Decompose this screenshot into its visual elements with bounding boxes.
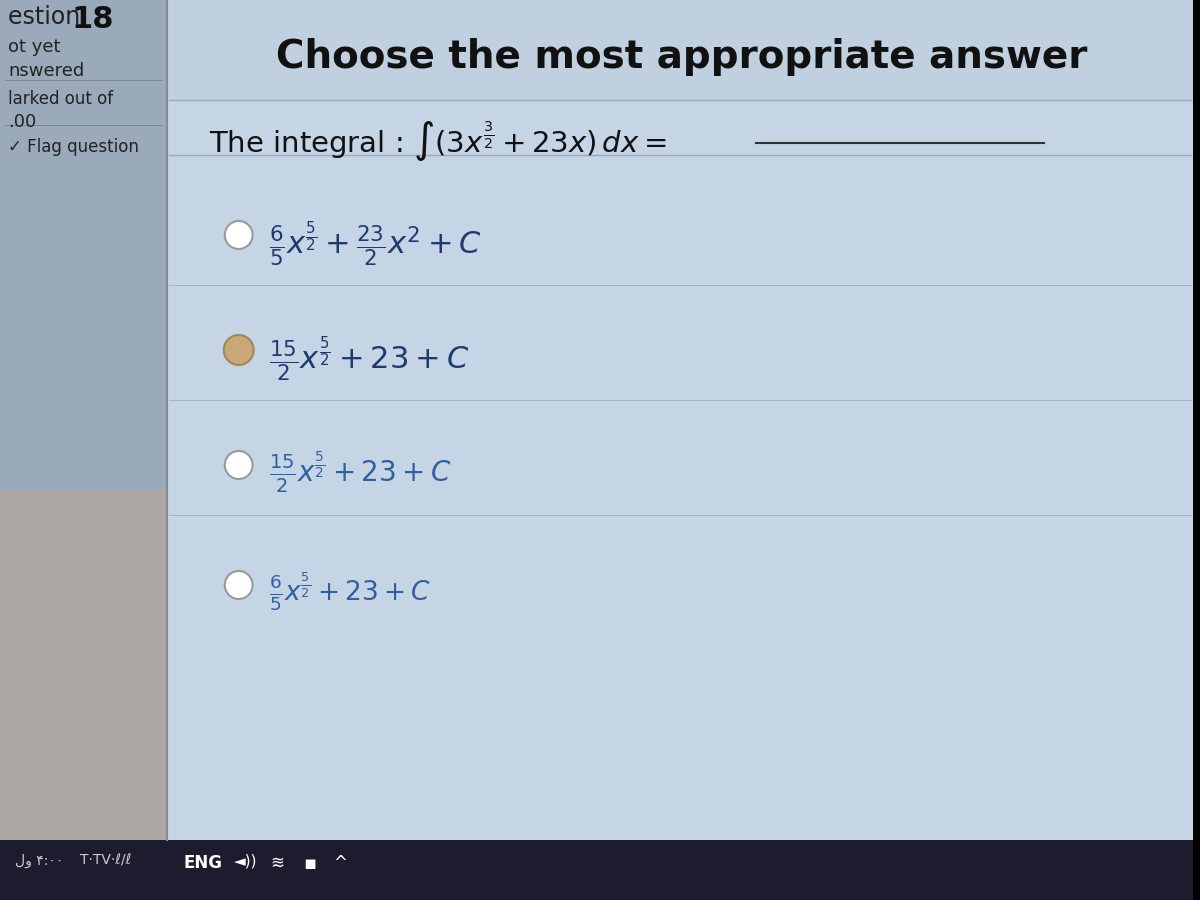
Text: 18: 18	[72, 5, 114, 34]
Text: The integral : $\int(3x^{\frac{3}{2}} + 23x)\,dx = $: The integral : $\int(3x^{\frac{3}{2}} + …	[209, 118, 666, 163]
Circle shape	[224, 451, 253, 479]
Text: larked out of: larked out of	[8, 90, 113, 108]
Text: .00: .00	[8, 113, 36, 131]
Text: ot yet: ot yet	[8, 38, 60, 56]
FancyBboxPatch shape	[0, 840, 1194, 900]
Text: $\frac{6}{5}x^{\frac{5}{2}} + 23 + C$: $\frac{6}{5}x^{\frac{5}{2}} + 23 + C$	[269, 570, 431, 613]
Text: ≋: ≋	[270, 854, 284, 872]
FancyBboxPatch shape	[167, 0, 1194, 840]
FancyBboxPatch shape	[0, 0, 167, 840]
Text: ✓ Flag question: ✓ Flag question	[8, 138, 139, 156]
FancyBboxPatch shape	[167, 0, 1194, 100]
Text: nswered: nswered	[8, 62, 84, 80]
FancyBboxPatch shape	[0, 0, 1194, 840]
Text: T·TV·ℓ/ℓ: T·TV·ℓ/ℓ	[79, 854, 131, 868]
Circle shape	[224, 571, 253, 599]
Text: Choose the most appropriate answer: Choose the most appropriate answer	[276, 38, 1087, 76]
Text: ▪: ▪	[304, 854, 317, 873]
Text: $\frac{15}{2}x^{\frac{5}{2}} + 23 + C$: $\frac{15}{2}x^{\frac{5}{2}} + 23 + C$	[269, 335, 469, 385]
Text: ^: ^	[334, 854, 347, 872]
Text: ◄)): ◄))	[234, 854, 257, 869]
Text: estion: estion	[8, 5, 88, 29]
Text: $\frac{15}{2}x^{\frac{5}{2}} + 23 + C$: $\frac{15}{2}x^{\frac{5}{2}} + 23 + C$	[269, 450, 451, 495]
Circle shape	[224, 221, 253, 249]
FancyBboxPatch shape	[0, 490, 167, 840]
Circle shape	[223, 335, 253, 365]
Text: لو ۴:۰۰: لو ۴:۰۰	[14, 854, 64, 868]
Text: ENG: ENG	[184, 854, 223, 872]
Text: $\frac{6}{5}x^{\frac{5}{2}} + \frac{23}{2}x^2 + C$: $\frac{6}{5}x^{\frac{5}{2}} + \frac{23}{…	[269, 220, 481, 270]
